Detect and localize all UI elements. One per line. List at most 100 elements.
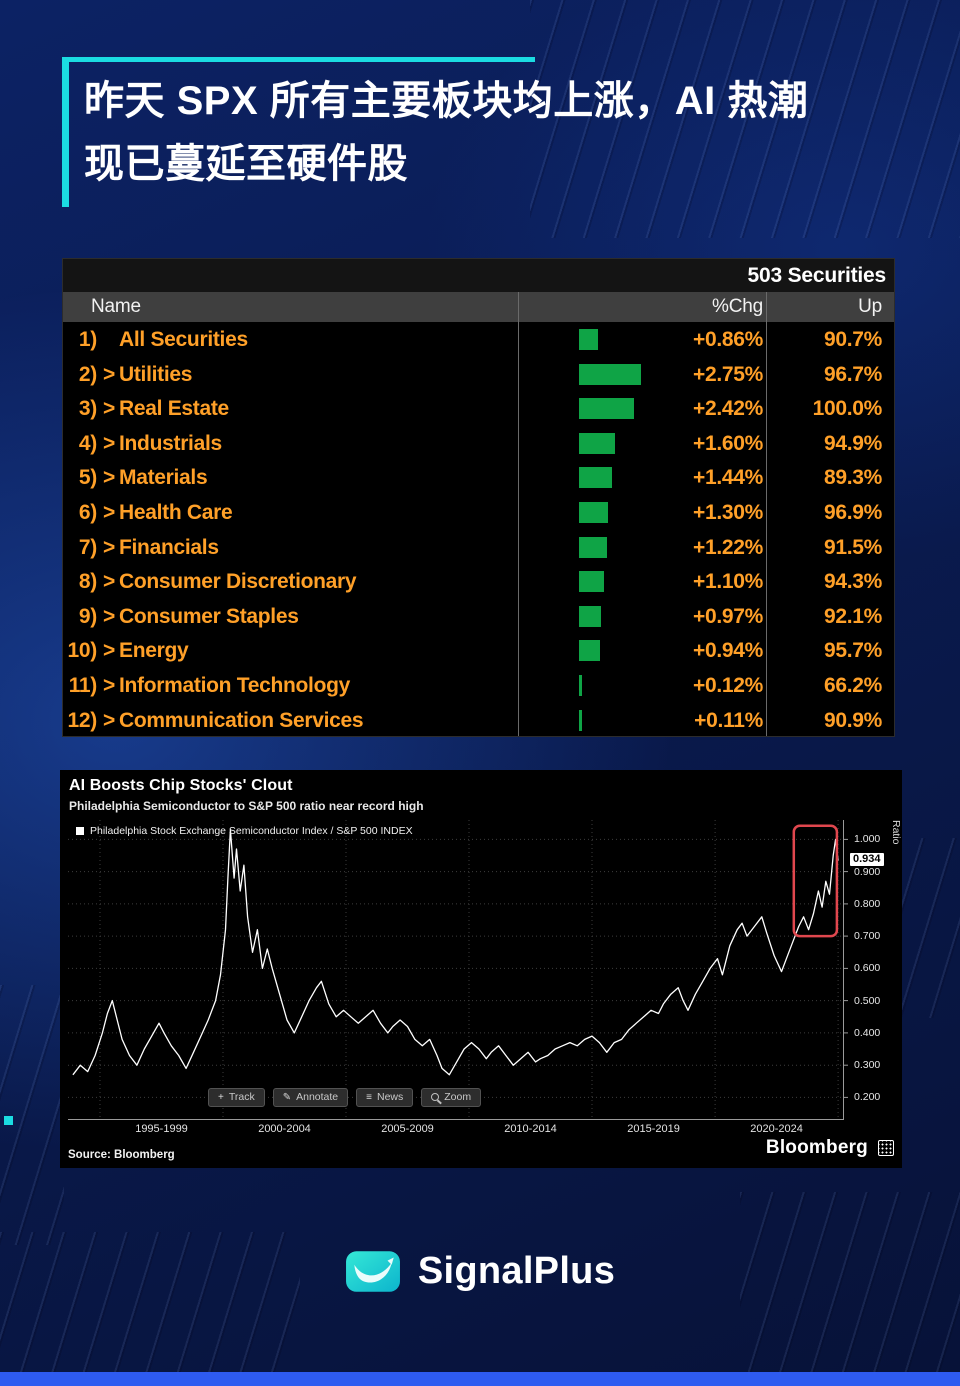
chg-bar <box>579 536 607 558</box>
table-row[interactable]: 2) > Utilities +2.75% 96.7% <box>63 357 894 392</box>
highlight-box <box>792 824 839 938</box>
row-index: 1) <box>78 328 97 351</box>
accent-square <box>4 1116 13 1125</box>
zoom-icon <box>431 1093 440 1101</box>
sector-name[interactable]: Consumer Discretionary <box>119 570 357 594</box>
sector-name[interactable]: Consumer Staples <box>119 604 299 628</box>
title-accent-topline <box>62 57 535 62</box>
sector-name[interactable]: Materials <box>119 466 208 490</box>
row-index: 6) <box>78 500 97 524</box>
table-row[interactable]: 4) > Industrials +1.60% 94.9% <box>63 426 894 461</box>
securities-rows: 1) All Securities +0.86% 90.7% 2) > Util… <box>63 322 894 737</box>
expand-arrow[interactable]: > <box>103 708 115 732</box>
chg-value: +1.60% <box>692 431 763 455</box>
chg-bar <box>579 398 634 420</box>
sector-name[interactable]: Utilities <box>119 362 193 386</box>
sector-name[interactable]: Information Technology <box>119 673 351 697</box>
row-index: 11) <box>68 673 98 697</box>
news-button[interactable]: ≡ News <box>356 1088 414 1107</box>
sector-name[interactable]: Industrials <box>119 431 222 455</box>
annotate-icon: ✎ <box>282 1091 292 1103</box>
sector-name[interactable]: Communication Services <box>119 708 364 732</box>
sector-name[interactable]: Energy <box>119 639 189 663</box>
column-header-name[interactable]: Name <box>91 296 141 317</box>
table-row[interactable]: 9) > Consumer Staples +0.97% 92.1% <box>63 599 894 634</box>
row-index: 4) <box>78 431 97 455</box>
table-row[interactable]: 8) > Consumer Discretionary +1.10% 94.3% <box>63 564 894 599</box>
row-index: 3) <box>78 397 97 421</box>
page-title-line1: 昨天 SPX 所有主要板块均上涨，AI 热潮 <box>84 79 809 123</box>
expand-arrow[interactable]: > <box>103 466 115 490</box>
sector-name[interactable]: Health Care <box>119 500 233 524</box>
expand-arrow[interactable]: > <box>103 673 115 697</box>
news-label: News <box>377 1091 404 1103</box>
track-label: Track <box>228 1091 255 1103</box>
chg-value: +1.22% <box>692 535 763 559</box>
y-tick-label: 0.400 <box>854 1026 881 1039</box>
expand-arrow[interactable]: > <box>103 397 115 421</box>
table-row[interactable]: 10) > Energy +0.94% 95.7% <box>63 633 894 668</box>
chart-subtitle: Philadelphia Semiconductor to S&P 500 ra… <box>69 799 424 813</box>
column-header-up[interactable]: Up <box>858 296 882 317</box>
signalplus-wordmark: SignalPlus <box>417 1249 616 1292</box>
semiconductor-chart-panel: AI Boosts Chip Stocks' Clout Philadelphi… <box>60 770 902 1168</box>
hatch-pattern-left <box>0 985 64 1245</box>
expand-arrow[interactable]: > <box>103 362 115 386</box>
y-tick-label: 0.500 <box>854 994 881 1007</box>
up-value: 96.9% <box>823 500 882 524</box>
table-row[interactable]: 12) > Communication Services +0.11% 90.9… <box>63 703 894 738</box>
y-tick-label: 0.900 <box>854 865 881 878</box>
sector-name[interactable]: All Securities <box>119 328 248 351</box>
page-title-line2: 现已蔓延至硬件股 <box>84 142 408 187</box>
chg-bar <box>579 571 604 593</box>
expand-arrow[interactable]: > <box>103 431 115 455</box>
annotate-button[interactable]: ✎ Annotate <box>272 1088 349 1107</box>
chg-value: +2.75% <box>692 362 763 386</box>
securities-count: 503 Securities <box>63 259 894 292</box>
x-axis: 1995-1999 2000-2004 2005-2009 2010-2014 2015… <box>68 1123 849 1139</box>
expand-arrow[interactable]: > <box>103 639 115 663</box>
chg-bar <box>579 329 599 350</box>
up-value: 89.3% <box>823 466 882 490</box>
column-divider <box>766 292 767 736</box>
zoom-button[interactable]: Zoom <box>421 1088 482 1107</box>
last-value-badge: 0.934 <box>850 852 884 866</box>
expand-arrow[interactable]: > <box>103 535 115 559</box>
chg-value: +0.97% <box>692 604 763 628</box>
chg-bar <box>579 674 582 696</box>
y-tick-label: 0.600 <box>854 962 881 975</box>
expand-arrow[interactable]: > <box>103 500 115 524</box>
table-row[interactable]: 1) All Securities +0.86% 90.7% <box>63 322 894 357</box>
table-row[interactable]: 11) > Information Technology +0.12% 66.2… <box>63 668 894 703</box>
expand-arrow[interactable]: > <box>103 604 115 628</box>
up-value: 96.7% <box>823 362 882 386</box>
x-tick-label: 1995-1999 <box>135 1123 188 1135</box>
chg-value: +1.10% <box>692 570 763 594</box>
chart-title: AI Boosts Chip Stocks' Clout <box>69 777 293 794</box>
up-value: 91.5% <box>823 535 882 559</box>
table-row[interactable]: 6) > Health Care +1.30% 96.9% <box>63 495 894 530</box>
y-tick-label: 0.200 <box>854 1091 881 1104</box>
series-line <box>72 829 839 1076</box>
line-chart[interactable] <box>68 820 849 1120</box>
y-tick-label: 0.800 <box>854 897 881 910</box>
x-tick-label: 2015-2019 <box>627 1123 680 1135</box>
sector-name[interactable]: Financials <box>119 535 219 559</box>
table-row[interactable]: 7) > Financials +1.22% 91.5% <box>63 530 894 565</box>
chg-bar <box>579 501 609 523</box>
bottom-bar <box>0 1372 960 1386</box>
table-row[interactable]: 5) > Materials +1.44% 89.3% <box>63 460 894 495</box>
x-tick-label: 2010-2014 <box>504 1123 557 1135</box>
track-button[interactable]: + Track <box>208 1088 265 1107</box>
chg-value: +2.42% <box>692 397 763 421</box>
column-header-chg[interactable]: %Chg <box>712 296 763 317</box>
source-credit: Source: Bloomberg <box>68 1149 175 1161</box>
table-row[interactable]: 3) > Real Estate +2.42% 100.0% <box>63 391 894 426</box>
legend-label: Philadelphia Stock Exchange Semiconducto… <box>90 825 413 837</box>
row-index: 10) <box>67 639 98 663</box>
up-value: 90.7% <box>823 328 882 351</box>
plot-area[interactable] <box>68 820 849 1120</box>
sector-name[interactable]: Real Estate <box>119 397 229 421</box>
expand-arrow[interactable]: > <box>103 570 115 594</box>
track-icon: + <box>218 1091 224 1103</box>
